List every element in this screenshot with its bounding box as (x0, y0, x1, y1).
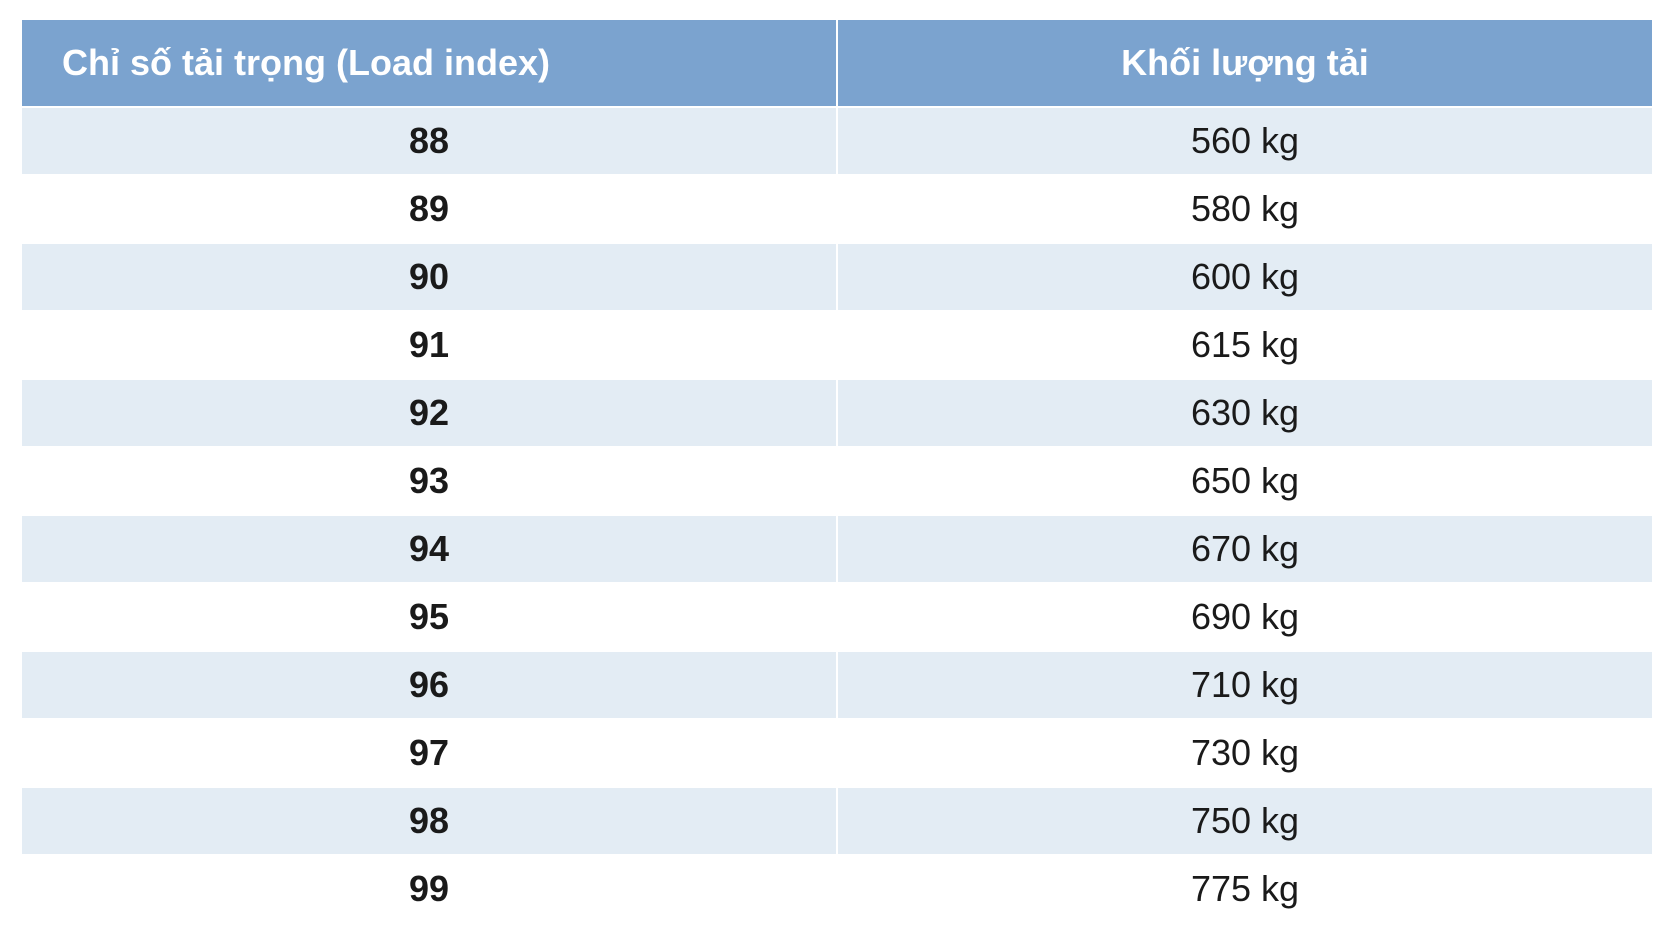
col-header-load-index: Chỉ số tải trọng (Load index) (21, 20, 837, 107)
cell-load-weight: 615 kg (837, 311, 1653, 379)
cell-load-weight: 690 kg (837, 583, 1653, 651)
table-row: 90 600 kg (21, 243, 1653, 311)
cell-load-index: 88 (21, 107, 837, 175)
col-header-load-weight: Khối lượng tải (837, 20, 1653, 107)
cell-load-index: 96 (21, 651, 837, 719)
cell-load-index: 92 (21, 379, 837, 447)
cell-load-index: 94 (21, 515, 837, 583)
table-row: 95 690 kg (21, 583, 1653, 651)
cell-load-weight: 775 kg (837, 855, 1653, 923)
cell-load-weight: 710 kg (837, 651, 1653, 719)
table-row: 89 580 kg (21, 175, 1653, 243)
load-index-table-container: Chỉ số tải trọng (Load index) Khối lượng… (20, 20, 1654, 924)
cell-load-index: 89 (21, 175, 837, 243)
cell-load-index: 90 (21, 243, 837, 311)
cell-load-index: 97 (21, 719, 837, 787)
cell-load-weight: 750 kg (837, 787, 1653, 855)
cell-load-index: 91 (21, 311, 837, 379)
cell-load-index: 95 (21, 583, 837, 651)
table-row: 93 650 kg (21, 447, 1653, 515)
cell-load-weight: 560 kg (837, 107, 1653, 175)
load-index-table: Chỉ số tải trọng (Load index) Khối lượng… (20, 20, 1654, 924)
table-row: 99 775 kg (21, 855, 1653, 923)
cell-load-index: 99 (21, 855, 837, 923)
table-row: 98 750 kg (21, 787, 1653, 855)
table-row: 94 670 kg (21, 515, 1653, 583)
cell-load-weight: 580 kg (837, 175, 1653, 243)
cell-load-weight: 600 kg (837, 243, 1653, 311)
table-row: 92 630 kg (21, 379, 1653, 447)
cell-load-index: 98 (21, 787, 837, 855)
table-row: 97 730 kg (21, 719, 1653, 787)
cell-load-weight: 630 kg (837, 379, 1653, 447)
cell-load-weight: 730 kg (837, 719, 1653, 787)
cell-load-index: 93 (21, 447, 837, 515)
cell-load-weight: 650 kg (837, 447, 1653, 515)
table-row: 96 710 kg (21, 651, 1653, 719)
table-header-row: Chỉ số tải trọng (Load index) Khối lượng… (21, 20, 1653, 107)
table-row: 91 615 kg (21, 311, 1653, 379)
cell-load-weight: 670 kg (837, 515, 1653, 583)
table-row: 88 560 kg (21, 107, 1653, 175)
